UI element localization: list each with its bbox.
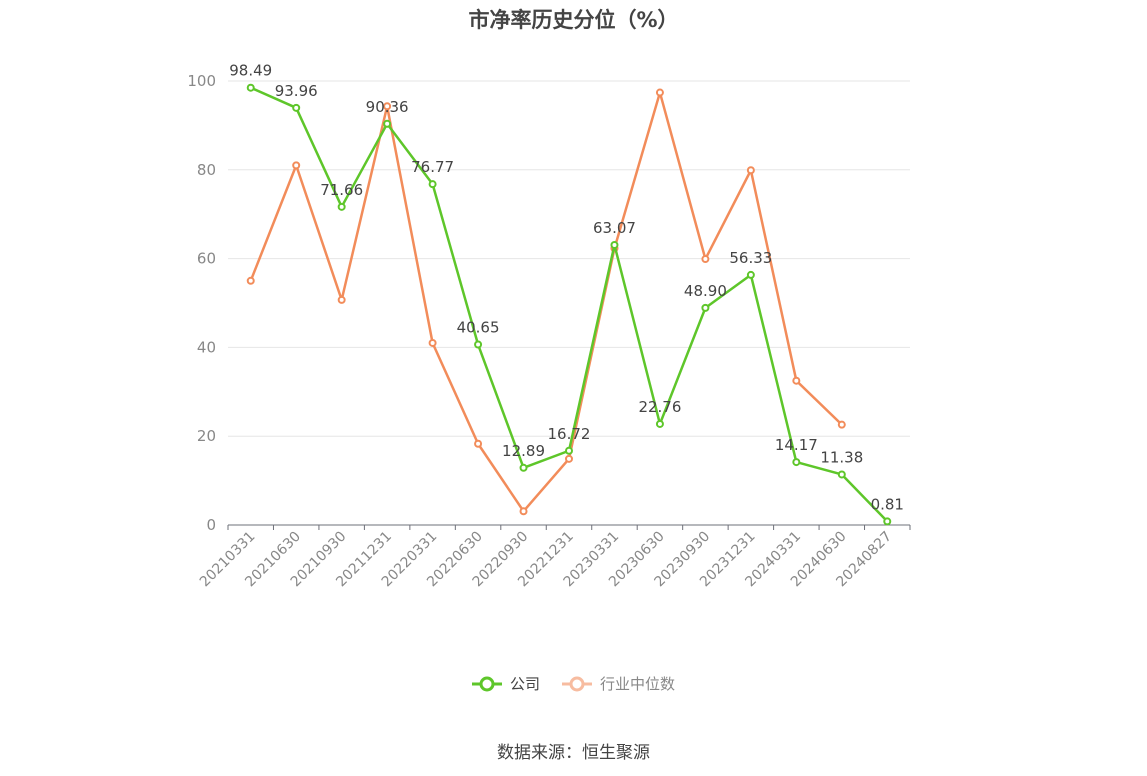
data-label: 22.76 [638,398,681,416]
industry-median-point [292,161,301,170]
industry-median-point [246,276,255,285]
x-axis: 2021033120210630202109302021123120220331… [197,524,911,590]
company-point [246,83,255,92]
company-point [655,419,664,428]
data-label: 16.72 [548,425,591,443]
data-label: 71.66 [320,181,363,199]
data-label: 48.90 [684,282,727,300]
y-tick-label: 60 [197,250,216,268]
data-label: 93.96 [275,82,318,100]
company-point [746,270,755,279]
industry-median-point [746,166,755,175]
chart-title: 市净率历史分位（%） [468,8,679,32]
industry-median-point [519,507,528,516]
data-label: 98.49 [229,62,272,80]
legend-label-industry-median: 行业中位数 [600,675,676,693]
data-label: 76.77 [411,158,454,176]
company-point [337,202,346,211]
data-label: 40.65 [457,319,500,337]
company-point [883,517,892,526]
data-label: 0.81 [871,495,904,513]
industry-median-point [837,420,846,429]
company-point [474,340,483,349]
y-tick-label: 40 [197,338,216,356]
industry-median-point [474,439,483,448]
y-tick-label: 0 [206,516,216,534]
legend-item-industry-median[interactable]: 行业中位数 [562,673,675,694]
series-lines [246,83,892,526]
company-point [610,240,619,249]
data-label: 14.17 [775,436,818,454]
legend-line-circle-icon [471,676,502,691]
source-note: 数据来源：恒生聚源 [497,743,650,763]
industry-median-point [428,338,437,347]
industry-median-line [249,91,843,513]
y-tick-label: 80 [197,161,216,179]
company-point [292,103,301,112]
data-label: 11.38 [820,448,863,466]
grid-lines [228,80,910,437]
chart-plot: 0 20 40 60 80 100 202103312021063020210930202… [187,62,911,590]
legend-label-company: 公司 [509,675,540,693]
data-label: 90.36 [366,98,409,116]
data-label: 56.33 [729,249,772,267]
company-point [383,119,392,128]
legend: 公司 行业中位数 [0,673,1147,694]
y-tick-label: 20 [197,427,216,445]
company-point [428,180,437,189]
industry-median-point [701,255,710,264]
legend-line-circle-icon [562,676,592,691]
industry-median-point [565,454,573,463]
industry-median-point [792,376,801,385]
company-point [792,458,801,467]
industry-median-point [383,102,392,111]
industry-median-point [337,295,346,304]
y-tick-label: 100 [187,72,216,90]
company-point [565,446,573,455]
industry-median-point [655,88,664,97]
data-label: 63.07 [593,219,636,237]
company-point [519,463,528,472]
y-axis: 0 20 40 60 80 100 [187,72,216,534]
company-point [701,303,710,312]
company-point [837,470,846,479]
legend-item-company[interactable]: 公司 [471,673,540,694]
data-label: 12.89 [502,442,545,460]
